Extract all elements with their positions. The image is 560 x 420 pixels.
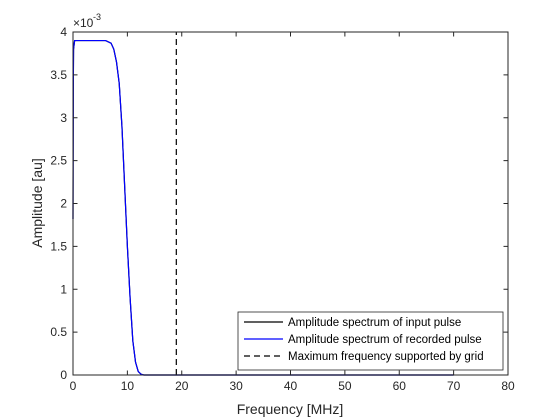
- legend-label-max-frequency: Maximum frequency supported by grid: [288, 351, 484, 363]
- y-tick-label: 2: [60, 197, 67, 211]
- y-tick-label: 1.5: [50, 239, 67, 253]
- y-tick-label: 0: [60, 368, 67, 382]
- x-axis-label: Frequency [MHz]: [237, 401, 344, 417]
- y-tick-label: 3.5: [50, 68, 67, 82]
- y-tick-label: 3: [60, 111, 67, 125]
- y-tick-label: 1: [60, 282, 67, 296]
- ticks-layer: 0 10 20 30 40 50 60 70 80 0 0.5 1 1.5 2 2.5 3 3.5 4: [50, 25, 515, 393]
- y-tick-label: 0.5: [50, 325, 67, 339]
- x-tick-label: 40: [284, 379, 298, 393]
- x-tick-label: 70: [447, 379, 461, 393]
- x-tick-label: 60: [393, 379, 407, 393]
- x-tick-label: 50: [338, 379, 352, 393]
- y-multiplier-exponent: -3: [93, 12, 101, 22]
- x-tick-label: 10: [121, 379, 135, 393]
- y-tick-label: 2.5: [50, 154, 67, 168]
- x-tick-label: 80: [501, 379, 515, 393]
- y-tick-label: 4: [60, 25, 67, 39]
- y-axis-label: Amplitude [au]: [29, 158, 45, 248]
- legend: Amplitude spectrum of input pulse Amplit…: [237, 311, 504, 371]
- x-tick-label: 20: [175, 379, 189, 393]
- legend-label-input-pulse: Amplitude spectrum of input pulse: [288, 317, 461, 329]
- legend-label-recorded-pulse: Amplitude spectrum of recorded pulse: [288, 334, 482, 346]
- x-tick-label: 30: [229, 379, 243, 393]
- y-multiplier-base: ×10: [73, 16, 94, 30]
- x-tick-label: 0: [70, 379, 77, 393]
